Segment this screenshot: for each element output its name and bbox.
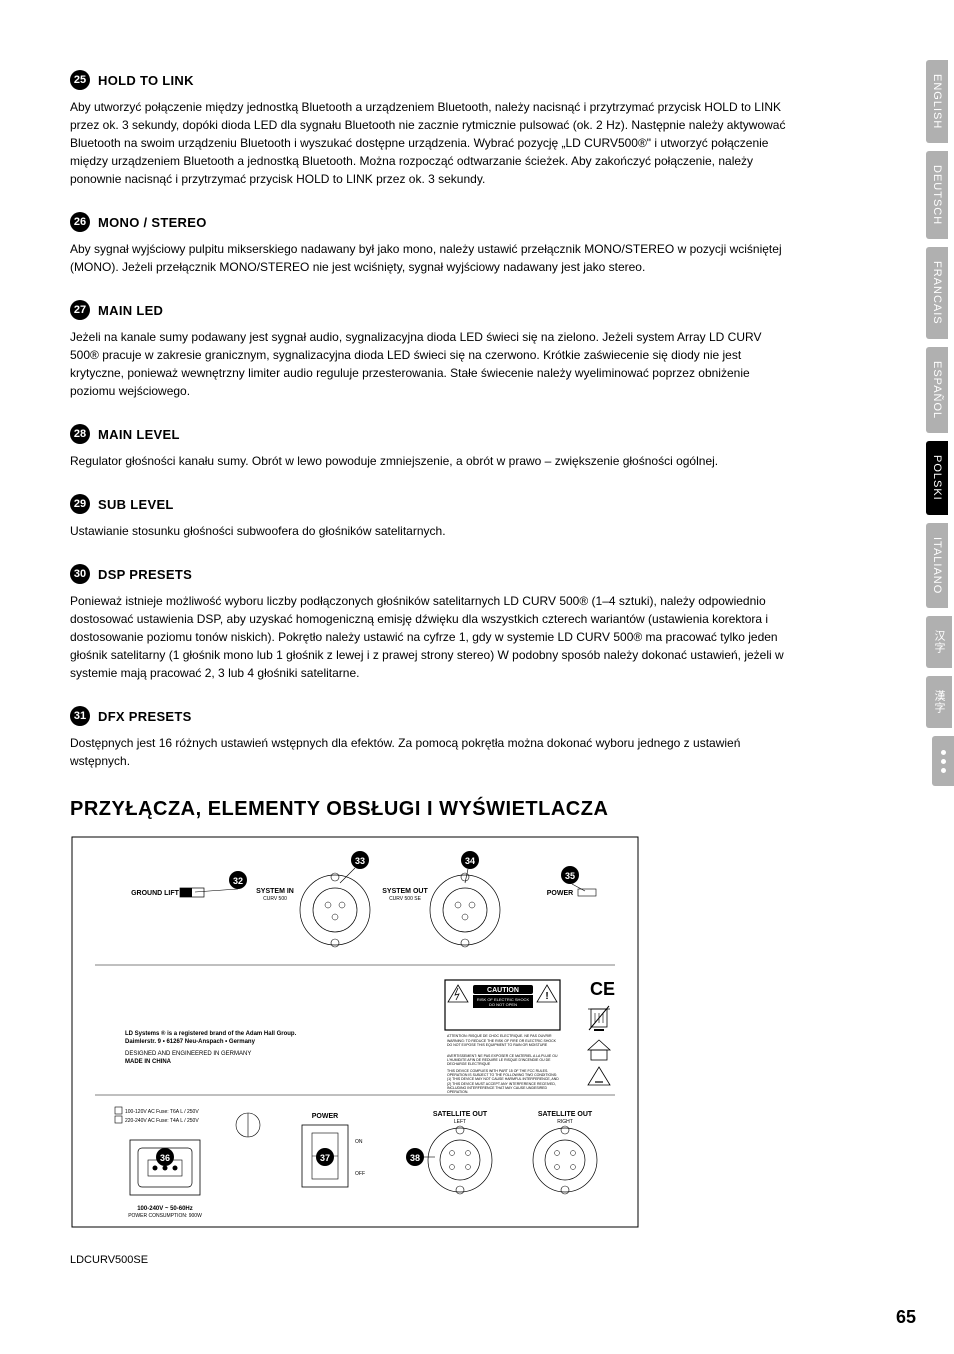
section-31: 31 DFX PRESETS Dostępnych jest 16 różnyc… <box>70 706 790 770</box>
svg-text:Daimlerstr. 9 • 61267 Neu-Ansp: Daimlerstr. 9 • 61267 Neu-Anspach • Germ… <box>125 1039 256 1045</box>
page-content: 25 HOLD TO LINK Aby utworzyć połączenie … <box>0 0 860 1296</box>
main-heading: PRZYŁĄCZA, ELEMENTY OBSŁUGI I WYŚWIETLAC… <box>70 798 790 821</box>
lang-tab-espanol[interactable]: ESPAÑOL <box>926 347 948 433</box>
svg-text:SATELLITE OUT: SATELLITE OUT <box>538 1111 593 1118</box>
svg-text:POWER CONSUMPTION: 900W: POWER CONSUMPTION: 900W <box>128 1213 202 1219</box>
section-body: Jeżeli na kanale sumy podawany jest sygn… <box>70 328 790 400</box>
section-body: Ponieważ istnieje możliwość wyboru liczb… <box>70 592 790 682</box>
section-28: 28 MAIN LEVEL Regulator głośności kanału… <box>70 424 790 470</box>
language-tabs: ENGLISH DEUTSCH FRANCAIS ESPAÑOL POLSKI … <box>926 60 954 786</box>
section-title: HOLD TO LINK <box>98 73 194 88</box>
section-title: MAIN LED <box>98 303 163 318</box>
lang-tab-italiano[interactable]: ITALIANO <box>926 523 948 608</box>
svg-text:220-240V AC Fuse: T4A L / 250V: 220-240V AC Fuse: T4A L / 250V <box>125 1118 199 1124</box>
section-body: Aby utworzyć połączenie między jednostką… <box>70 98 790 188</box>
svg-text:34: 34 <box>465 856 475 866</box>
svg-text:CURV 500 SE: CURV 500 SE <box>389 896 422 902</box>
lang-tab-more[interactable] <box>932 736 954 786</box>
svg-text:POWER: POWER <box>312 1113 338 1120</box>
rear-panel-diagram: GROUND LIFT 32 SYSTEM IN CURV 500 33 SYS… <box>70 835 640 1266</box>
section-number-badge: 31 <box>70 706 90 726</box>
svg-text:CE: CE <box>590 979 615 999</box>
page-number: 65 <box>896 1307 916 1328</box>
section-body: Regulator głośności kanału sumy. Obrót w… <box>70 452 790 470</box>
section-body: Aby sygnał wyjściowy pulpitu mikserskieg… <box>70 240 790 276</box>
lang-tab-deutsch[interactable]: DEUTSCH <box>926 151 948 239</box>
svg-text:MADE IN CHINA: MADE IN CHINA <box>125 1059 172 1065</box>
section-29: 29 SUB LEVEL Ustawianie stosunku głośnoś… <box>70 494 790 540</box>
section-title: DSP PRESETS <box>98 567 192 582</box>
svg-text:ATTENTION: RISQUE DE CHOC ELEC: ATTENTION: RISQUE DE CHOC ELECTRIQUE. NE… <box>447 1034 552 1038</box>
diagram-model-label: LDCURV500SE <box>70 1254 640 1266</box>
section-27: 27 MAIN LED Jeżeli na kanale sumy podawa… <box>70 300 790 400</box>
svg-text:GROUND LIFT: GROUND LIFT <box>131 890 180 897</box>
section-26: 26 MONO / STEREO Aby sygnał wyjściowy pu… <box>70 212 790 276</box>
svg-text:SATELLITE OUT: SATELLITE OUT <box>433 1111 488 1118</box>
section-number-badge: 29 <box>70 494 90 514</box>
svg-text:!: ! <box>545 991 548 1002</box>
svg-text:LEFT: LEFT <box>454 1119 466 1125</box>
section-number-badge: 26 <box>70 212 90 232</box>
section-body: Ustawianie stosunku głośności subwoofera… <box>70 522 790 540</box>
dot-icon <box>941 750 946 755</box>
lang-tab-cn-traditional[interactable]: 漢字 <box>926 676 952 728</box>
svg-text:LD Systems ® is a registered b: LD Systems ® is a registered brand of th… <box>125 1030 297 1037</box>
section-title: MONO / STEREO <box>98 215 207 230</box>
dot-icon <box>941 759 946 764</box>
section-number-badge: 28 <box>70 424 90 444</box>
svg-text:SYSTEM IN: SYSTEM IN <box>256 888 294 895</box>
svg-text:DESIGNED AND ENGINEERED IN GER: DESIGNED AND ENGINEERED IN GERMANY <box>125 1051 251 1057</box>
dot-icon <box>941 768 946 773</box>
section-number-badge: 25 <box>70 70 90 90</box>
lang-tab-polski[interactable]: POLSKI <box>926 441 948 515</box>
section-title: SUB LEVEL <box>98 497 174 512</box>
svg-text:38: 38 <box>410 1153 420 1163</box>
svg-text:100-120V AC Fuse: T6A L / 250V: 100-120V AC Fuse: T6A L / 250V <box>125 1109 199 1115</box>
svg-text:CURV 500: CURV 500 <box>263 896 287 902</box>
section-title: DFX PRESETS <box>98 709 192 724</box>
svg-text:37: 37 <box>320 1153 330 1163</box>
section-30: 30 DSP PRESETS Ponieważ istnieje możliwo… <box>70 564 790 682</box>
lang-tab-english[interactable]: ENGLISH <box>926 60 948 143</box>
svg-text:ON: ON <box>355 1139 363 1145</box>
svg-text:100-240V ~ 50-60Hz: 100-240V ~ 50-60Hz <box>137 1206 193 1212</box>
section-title: MAIN LEVEL <box>98 427 180 442</box>
svg-text:POWER: POWER <box>547 890 573 897</box>
section-body: Dostępnych jest 16 różnych ustawień wstę… <box>70 734 790 770</box>
section-number-badge: 30 <box>70 564 90 584</box>
svg-text:32: 32 <box>233 876 243 886</box>
svg-text:SYSTEM OUT: SYSTEM OUT <box>382 888 428 895</box>
svg-text:36: 36 <box>160 1153 170 1163</box>
svg-text:RIGHT: RIGHT <box>557 1119 573 1125</box>
svg-text:OFF: OFF <box>355 1171 365 1177</box>
svg-text:DO NOT OPEN: DO NOT OPEN <box>489 1002 517 1007</box>
section-25: 25 HOLD TO LINK Aby utworzyć połączenie … <box>70 70 790 188</box>
svg-text:33: 33 <box>355 856 365 866</box>
svg-text:35: 35 <box>565 871 575 881</box>
lang-tab-cn-simplified[interactable]: 汉字 <box>926 616 952 668</box>
lang-tab-francais[interactable]: FRANCAIS <box>926 247 948 339</box>
svg-text:CAUTION: CAUTION <box>487 987 519 994</box>
section-number-badge: 27 <box>70 300 90 320</box>
